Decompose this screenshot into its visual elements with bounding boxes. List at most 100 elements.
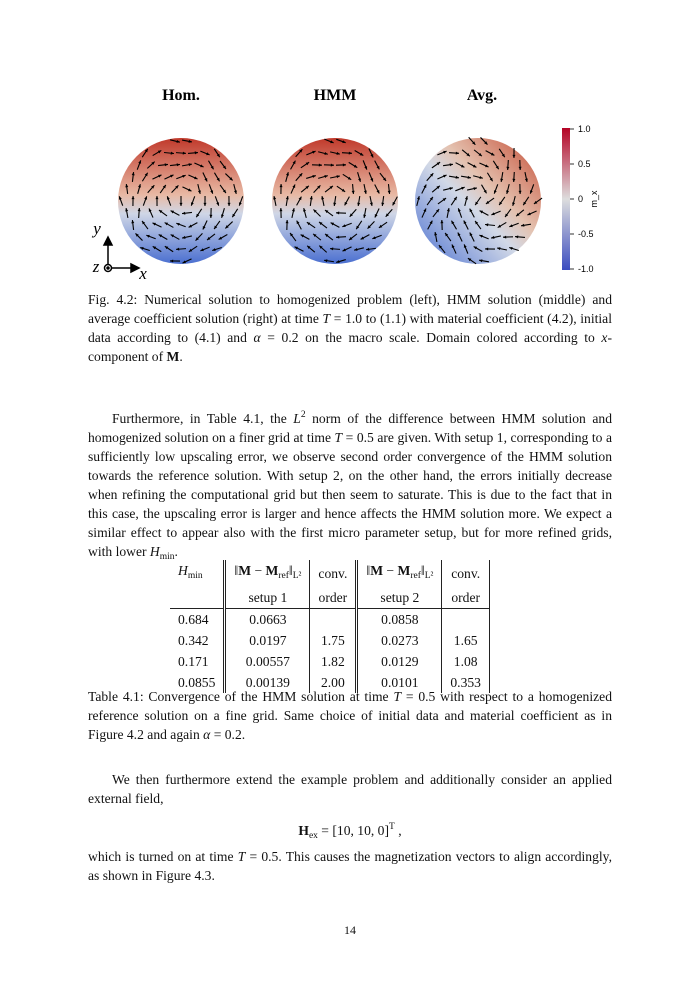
- vector-arrowhead: [279, 184, 283, 188]
- table-cell: 0.171: [170, 651, 227, 672]
- vector-arrowhead: [512, 178, 516, 182]
- vector-arrowhead: [238, 202, 242, 206]
- vector-arrowhead: [118, 196, 122, 200]
- text-run: min: [187, 571, 203, 581]
- vector-arrowhead: [449, 187, 453, 191]
- vector-arrowhead: [140, 246, 144, 250]
- vector-arrowhead: [194, 151, 198, 155]
- text-run: ‖: [366, 563, 371, 578]
- vector-arrowhead: [359, 152, 364, 156]
- vector-arrowhead: [347, 176, 352, 180]
- vector-arrowhead: [229, 177, 233, 181]
- vector-arrowhead: [135, 233, 139, 237]
- vector-arrowhead: [478, 152, 482, 157]
- colorbar-label: m_x: [589, 190, 599, 208]
- vector-arrowhead: [290, 232, 294, 237]
- arrowhead: [130, 262, 141, 274]
- table-row: 0.342 0.0197 1.75 0.0273 1.65: [170, 630, 490, 651]
- vector-arrowhead: [356, 225, 360, 230]
- vector-arrowhead: [158, 210, 163, 214]
- vector-arrowhead: [170, 234, 175, 238]
- text-run: order: [318, 590, 348, 605]
- vector-arrowhead: [155, 196, 159, 200]
- text-run: ‖: [234, 563, 239, 578]
- vector-arrowhead: [144, 172, 148, 177]
- vector-arrowhead: [203, 202, 207, 206]
- vector-arrowhead: [151, 161, 155, 165]
- table-cell: order: [441, 587, 490, 609]
- vector-arrowhead: [497, 224, 502, 228]
- vector-arrowhead: [131, 172, 135, 176]
- text-run: conv.: [318, 566, 348, 581]
- vector-arrowhead: [204, 178, 208, 182]
- vector-arrowhead: [357, 202, 361, 206]
- vector-arrowhead: [509, 224, 513, 228]
- vector-arrowhead: [206, 152, 210, 156]
- vector-arrowhead: [137, 208, 141, 212]
- vector-arrowhead: [467, 258, 472, 262]
- vector-arrowhead: [463, 244, 467, 248]
- text-run: = [10, 10, 0]: [317, 823, 390, 838]
- text-run: L²: [424, 571, 434, 581]
- vector-arrowhead: [222, 165, 226, 170]
- vector-arrowhead: [479, 234, 483, 238]
- vector-arrowhead: [138, 160, 142, 164]
- vector-arrowhead: [194, 176, 198, 180]
- table-cell: conv.: [441, 560, 490, 587]
- text-run: .: [174, 544, 178, 559]
- vector-arrowhead: [512, 202, 516, 206]
- vector-arrowhead: [209, 214, 213, 218]
- vector-arrowhead: [484, 141, 488, 145]
- text-run: ‖: [420, 563, 425, 578]
- text-run: conv.: [451, 566, 481, 581]
- table-cell: 0.0101: [356, 672, 443, 693]
- vector-arrowhead: [342, 224, 346, 228]
- vector-arrowhead: [216, 202, 220, 206]
- vector-arrowhead: [473, 246, 478, 250]
- vector-arrowhead: [303, 208, 306, 212]
- vector-arrowhead: [443, 150, 447, 154]
- vector-arrowhead: [222, 189, 226, 194]
- vector-arrowhead: [336, 151, 340, 155]
- vector-arrowhead: [466, 153, 470, 157]
- table-cell: 0.342: [170, 630, 227, 651]
- vector-arrowhead: [152, 246, 157, 250]
- vector-arrowhead: [385, 213, 389, 217]
- colorbar-tick-label: -0.5: [578, 229, 594, 239]
- table-cell: ‖M − Mref‖L²: [224, 560, 311, 587]
- text-run: −: [251, 563, 266, 578]
- vector-arrowhead: [162, 184, 166, 189]
- table-row: 0.0855 0.00139 2.00 0.0101 0.353: [170, 672, 490, 693]
- table-row: 0.171 0.00557 1.82 0.0129 1.08: [170, 651, 490, 672]
- vector-arrowhead: [306, 222, 311, 226]
- vector-arrowhead: [473, 187, 477, 191]
- vector-arrowhead: [319, 245, 323, 249]
- table: Hmin ‖M − Mref‖L² conv. ‖M − Mref‖L² conv. se…: [170, 560, 490, 693]
- vector-arrowhead: [370, 154, 374, 158]
- vector-arrowhead: [216, 177, 220, 182]
- table-caption: Table 4.1: Convergence of the HMM soluti…: [88, 687, 612, 744]
- vector-arrowhead: [503, 235, 507, 239]
- text-run: M: [397, 563, 411, 578]
- vector-arrowhead: [370, 178, 374, 182]
- table-cell: Hmin: [170, 560, 227, 587]
- vector-arrowhead: [336, 235, 340, 239]
- vector-arrowhead: [158, 234, 163, 238]
- vector-arrowhead: [451, 244, 455, 248]
- vector-arrowhead: [423, 184, 427, 189]
- vector-arrowhead: [499, 201, 503, 206]
- vector-arrowhead: [369, 202, 373, 206]
- vector-arrowhead: [489, 177, 493, 182]
- vector-arrowhead: [221, 214, 224, 218]
- vector-arrowhead: [446, 208, 450, 212]
- text-run: setup 1: [248, 590, 288, 605]
- vector-arrowhead: [324, 259, 328, 263]
- vector-arrowhead: [312, 175, 316, 178]
- vector-arrowhead: [479, 175, 483, 179]
- vector-arrowhead: [182, 174, 186, 178]
- vector-arrowhead: [521, 223, 525, 227]
- axis-label-x: x: [138, 264, 147, 283]
- vector-arrowhead: [176, 139, 180, 143]
- vector-arrowhead: [506, 166, 510, 170]
